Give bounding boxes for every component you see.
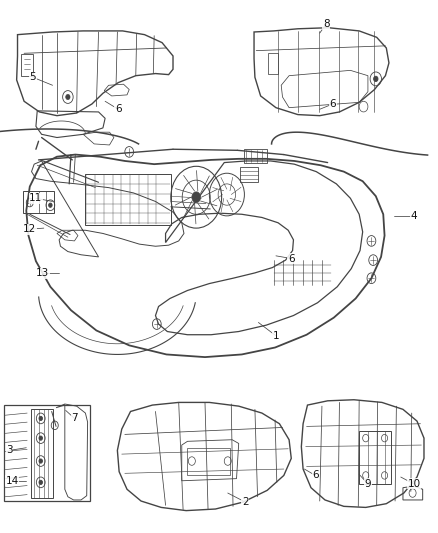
Text: 6: 6 xyxy=(312,471,319,480)
Circle shape xyxy=(66,94,70,100)
Text: 6: 6 xyxy=(288,254,295,263)
Text: 8: 8 xyxy=(323,19,330,29)
Circle shape xyxy=(39,416,42,421)
Text: 7: 7 xyxy=(71,414,78,423)
Bar xyxy=(187,448,230,475)
Text: 13: 13 xyxy=(36,269,49,278)
Bar xyxy=(268,53,278,74)
Bar xyxy=(31,409,53,498)
Circle shape xyxy=(192,192,201,203)
Circle shape xyxy=(39,459,42,463)
Text: 5: 5 xyxy=(29,72,36,82)
Bar xyxy=(359,431,391,484)
Circle shape xyxy=(39,436,42,440)
Circle shape xyxy=(39,480,42,484)
Text: 11: 11 xyxy=(29,193,42,203)
Text: 14: 14 xyxy=(6,476,19,486)
Text: 3: 3 xyxy=(6,446,13,455)
Bar xyxy=(4,405,90,501)
Bar xyxy=(244,149,267,163)
Circle shape xyxy=(374,76,378,82)
Bar xyxy=(23,191,54,213)
Circle shape xyxy=(49,203,52,207)
Text: 4: 4 xyxy=(410,211,417,221)
Text: 1: 1 xyxy=(272,331,279,341)
Bar xyxy=(85,174,171,225)
Text: 10: 10 xyxy=(407,479,420,489)
Text: 6: 6 xyxy=(329,99,336,109)
Bar xyxy=(240,167,258,182)
Text: 9: 9 xyxy=(364,479,371,489)
Text: 6: 6 xyxy=(115,104,122,114)
Text: 2: 2 xyxy=(242,497,249,507)
Bar xyxy=(21,54,33,76)
Text: 12: 12 xyxy=(23,224,36,234)
